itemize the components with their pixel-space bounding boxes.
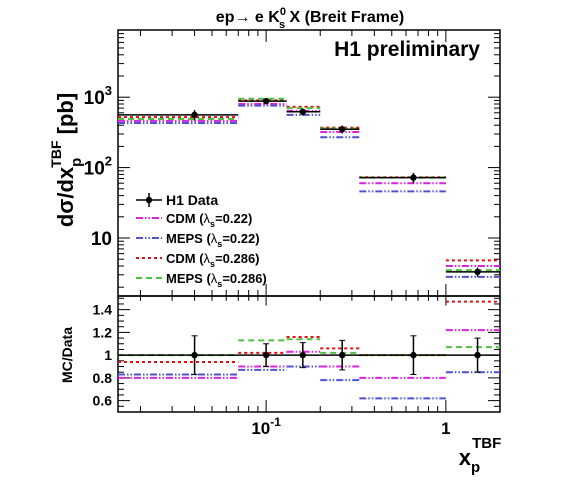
legend-lambda-value: =0.286) — [215, 251, 259, 266]
x-tick-label: 10-1 — [251, 415, 281, 438]
y-tick-label-base: 10 — [84, 88, 105, 109]
data-point — [191, 111, 198, 119]
ylabel-a: dσ/dx — [53, 166, 78, 227]
legend-lambda-value: =0.22) — [222, 231, 259, 246]
x-tick-label-base: 1 — [441, 419, 450, 438]
data-point — [339, 126, 346, 133]
title-rest2: X (Breit Frame) — [285, 9, 404, 26]
top-y-label: dσ/dxp TBF [pb] — [48, 93, 85, 227]
legend-series-name: CDM ( — [166, 251, 204, 266]
ratio-panel-frame — [117, 295, 501, 413]
legend-lambda: λ — [204, 251, 211, 266]
legend-data-marker — [145, 196, 153, 204]
y-tick-label-top: 102 — [84, 154, 112, 180]
legend-series-label: MEPS (λs=0.286) — [166, 271, 267, 289]
legend-series-name: MEPS ( — [166, 271, 211, 286]
legend-series-label: CDM (λs=0.22) — [166, 211, 252, 229]
title-rest1: e K — [250, 9, 280, 26]
legend-series-name: MEPS ( — [166, 231, 211, 246]
legend-lambda-sub: s — [217, 239, 222, 249]
legend-data-label: H1 Data — [166, 192, 218, 208]
xlabel-main: x — [459, 445, 472, 470]
y-tick-label-exp: 3 — [105, 83, 112, 98]
xlabel-sub: p — [471, 459, 480, 476]
legend-series-name: CDM ( — [166, 211, 204, 226]
x-tick-label-exp: -1 — [270, 415, 281, 429]
ratio-y-label: MC/Data — [59, 327, 75, 383]
x-tick-label-base: 10 — [251, 419, 270, 438]
y-tick-label-top: 103 — [84, 83, 112, 109]
legend-series-label: MEPS (λs=0.22) — [166, 231, 260, 249]
watermark: H1 preliminary — [334, 38, 480, 61]
data-point — [410, 174, 417, 181]
legend-lambda-value: =0.22) — [215, 211, 252, 226]
y-tick-label-base: 10 — [84, 159, 105, 180]
ratio-data-point — [339, 351, 346, 359]
title-main: ep — [216, 9, 235, 26]
ylabel-sub: p — [68, 158, 85, 167]
y-tick-label-ratio: 1 — [104, 347, 112, 363]
y-tick-label-top: 10 — [91, 229, 112, 250]
legend-lambda-value: =0.286) — [222, 271, 266, 286]
ratio-data-point — [410, 351, 417, 359]
legend-lambda: λ — [211, 271, 218, 286]
legend-lambda-sub: s — [210, 219, 215, 229]
y-tick-label-exp: 2 — [105, 154, 112, 169]
title-sub: s — [279, 19, 285, 31]
ylabel-b: [pb] — [53, 93, 78, 141]
legend-lambda-sub: s — [217, 279, 222, 289]
top-panel-series — [118, 97, 500, 278]
ratio-data-point — [474, 351, 481, 359]
x-tick-label: 1 — [441, 419, 450, 438]
ratio-panel-ticks: 10-1 1 0.6 0.8 1 1.2 1.4 — [93, 296, 501, 438]
y-tick-label-ratio: 1.4 — [93, 302, 113, 318]
y-tick-label-base: 10 — [91, 229, 112, 250]
ratio-data-point — [191, 351, 198, 359]
legend-lambda: λ — [211, 231, 218, 246]
legend-lambda: λ — [204, 211, 211, 226]
ratio-data-point — [262, 351, 270, 359]
legend-lambda-sub: s — [210, 259, 215, 269]
data-point — [299, 108, 307, 115]
legend-series-label: CDM (λs=0.286) — [166, 251, 260, 269]
x-axis-label: xp TBF — [459, 435, 502, 476]
data-point — [262, 97, 270, 105]
y-tick-label-ratio: 1.2 — [93, 324, 113, 340]
data-point — [474, 268, 481, 276]
ratio-panel-series — [118, 300, 500, 400]
title-sup: 0 — [280, 6, 286, 18]
title-arrow: → — [234, 9, 250, 26]
y-tick-label-ratio: 0.6 — [93, 393, 113, 409]
chart-title: ep→ e K0 s X (Breit Frame) — [216, 6, 404, 31]
y-tick-label-ratio: 0.8 — [93, 370, 113, 386]
ratio-data-point — [299, 351, 307, 359]
xlabel-sup: TBF — [472, 435, 501, 452]
ylabel-sup: TBF — [48, 140, 64, 168]
